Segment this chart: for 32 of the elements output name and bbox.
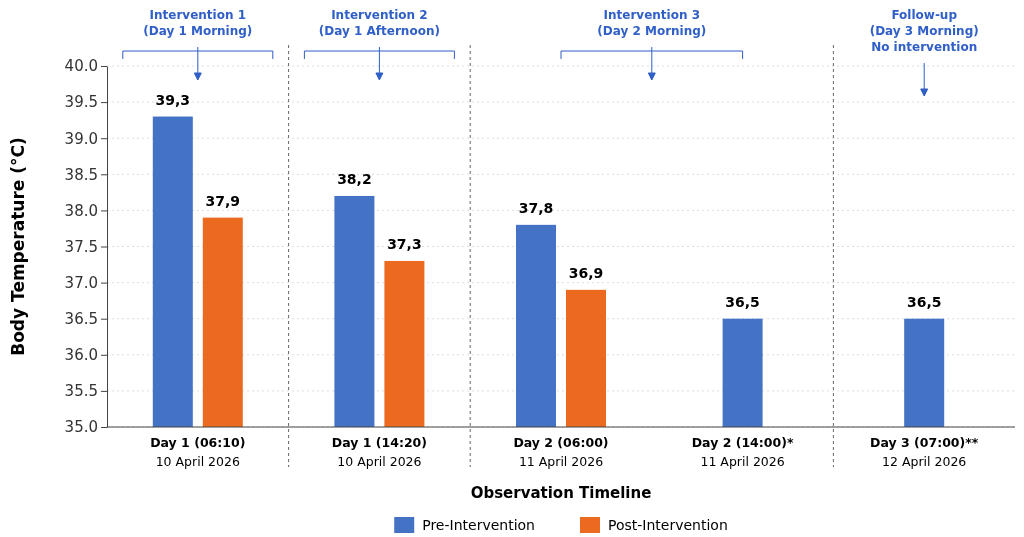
text: Intervention 1 (Day 1 Morning)	[143, 8, 253, 38]
x-tick-label: Day 2 (06:00) 11 April 2026	[513, 435, 609, 469]
text: Intervention 2 (Day 1 Afternoon)	[318, 8, 440, 38]
y-tick-label: 39.0	[64, 129, 98, 148]
y-tick-label: 37.5	[64, 237, 98, 256]
x-tick-label: Day 1 (14:20) 10 April 2026	[331, 435, 427, 469]
y-axis-title: Body Temperature (°C)	[8, 137, 28, 356]
y-tick-label: 35.5	[64, 382, 98, 401]
x-tick-label: Day 3 (07:00)** 12 April 2026	[870, 435, 979, 469]
y-tick-label: 38.0	[64, 201, 98, 220]
data-label: 37,3	[387, 235, 422, 252]
y-tick-label: 36.0	[64, 346, 98, 365]
y-tick-label: 38.5	[64, 165, 98, 184]
y-tick-label: 36.5	[64, 310, 98, 328]
text: Intervention 3 (Day 2 Morning)	[597, 8, 707, 38]
data-label: 37,9	[205, 192, 241, 209]
x-axis-title: Observation Timeline	[470, 484, 652, 502]
data-label: 36,5	[906, 293, 942, 310]
y-tick-label: 39.5	[64, 93, 98, 112]
y-tick-label: 35.0	[64, 418, 98, 437]
y-tick-label: 37.0	[64, 273, 98, 292]
y-tick-label: 40.0	[64, 57, 98, 76]
legend-label: Post-Intervention	[607, 517, 728, 533]
x-tick-label: Day 1 (06:10) 10 April 2026	[150, 435, 246, 469]
text: Follow-up (Day 3 Morning) No intervention	[869, 8, 979, 54]
data-label: 36,9	[568, 264, 604, 281]
data-label: 36,5	[725, 293, 760, 310]
x-tick-label: Day 2 (14:00)* 11 April 2026	[691, 435, 794, 469]
data-label: 37,8	[518, 199, 554, 216]
data-label: 39,3	[155, 91, 191, 108]
legend-label: Pre-Intervention	[422, 517, 535, 533]
data-label: 38,2	[337, 170, 372, 187]
